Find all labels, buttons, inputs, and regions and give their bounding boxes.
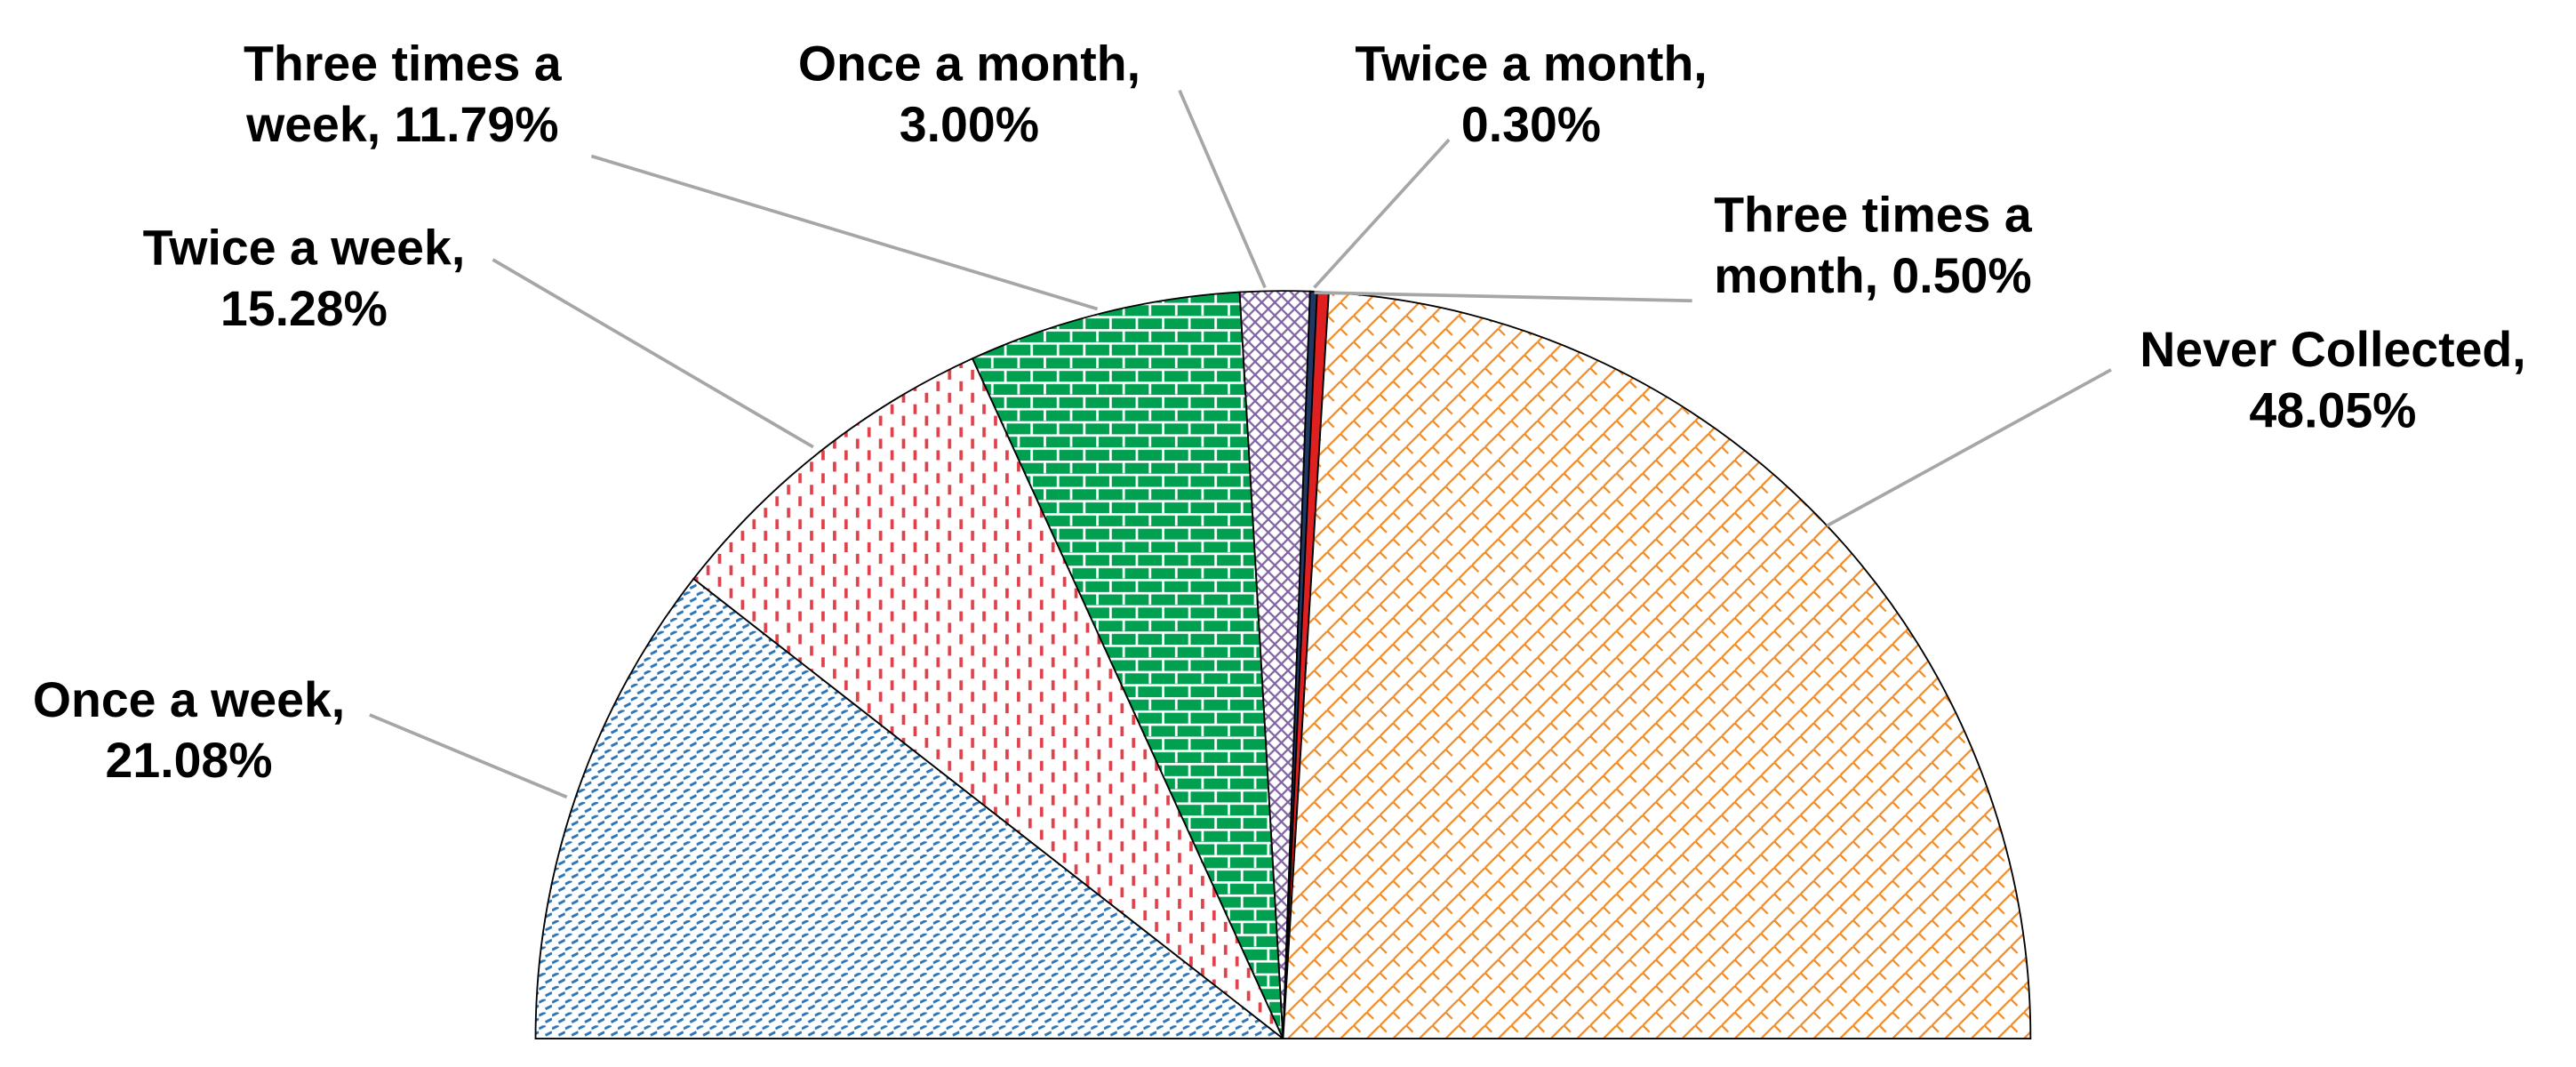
data-label: Three times a month, 0.50% — [1714, 189, 2032, 304]
pie-slice — [1282, 291, 2032, 1039]
data-label: Twice a month, 0.30% — [1355, 37, 1708, 153]
pie-slice — [971, 291, 1284, 1039]
leader-line — [590, 154, 1099, 311]
data-label: Three times a week, 11.79% — [244, 37, 562, 153]
data-label: Twice a week, 15.28% — [142, 221, 466, 337]
leader-line — [1314, 291, 1692, 303]
leader-line — [492, 258, 814, 449]
leader-line — [1826, 368, 2112, 528]
pie-slice — [534, 577, 1286, 1039]
leader-line — [1178, 89, 1267, 289]
leader-line — [1313, 138, 1451, 289]
leader-line — [369, 713, 568, 799]
data-label: Once a month, 3.00% — [797, 37, 1140, 153]
data-label: Once a week, 21.08% — [32, 673, 346, 790]
pie-slice — [692, 357, 1284, 1039]
data-label: Never Collected, 48.05% — [2140, 324, 2526, 439]
